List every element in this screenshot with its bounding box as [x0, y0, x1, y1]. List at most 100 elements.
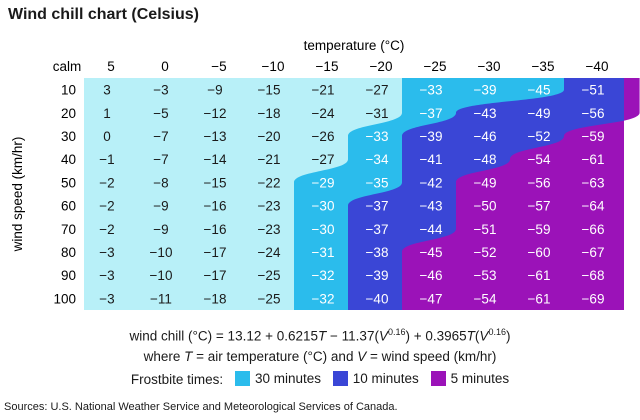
wind-chill-cell: −59: [582, 129, 605, 144]
wind-chill-cell: −68: [582, 268, 605, 283]
wind-chill-cell: −3: [99, 268, 114, 283]
legend-swatch: [234, 371, 250, 387]
wind-chill-cell: −21: [258, 152, 281, 167]
wind-chill-cell: −31: [366, 106, 389, 121]
wind-chill-cell: −26: [312, 129, 335, 144]
wind-chill-cell: −38: [366, 245, 389, 260]
wind-chill-cell: −9: [153, 199, 168, 214]
wind-chill-cell: −33: [420, 83, 443, 98]
temperature-header: 0: [161, 59, 169, 74]
wind-speed-label: 100: [53, 291, 76, 306]
wind-chill-cell: −11: [150, 291, 172, 306]
corner-label-calm: calm: [53, 59, 82, 74]
wind-chill-cell: −46: [420, 268, 443, 283]
wind-chill-cell: −54: [474, 291, 497, 306]
wind-chill-cell: −32: [312, 291, 335, 306]
wind-chill-cell: −13: [204, 129, 227, 144]
wind-chill-cell: −51: [474, 222, 497, 237]
wind-chill-cell: −50: [474, 199, 497, 214]
wind-chill-cell: −41: [420, 152, 443, 167]
wind-chill-cell: −20: [258, 129, 281, 144]
wind-chill-cell: −24: [258, 245, 281, 260]
formula-line-2: where T = air temperature (°C) and V = w…: [143, 349, 497, 364]
wind-chill-cell: −37: [366, 222, 389, 237]
wind-chill-cell: −30: [312, 199, 335, 214]
wind-chill-cell: −57: [528, 199, 551, 214]
wind-chill-cell: −61: [528, 268, 551, 283]
chart-title: Wind chill chart (Celsius): [8, 6, 199, 23]
legend: Frostbite times: 30 minutes 10 minutes 5…: [0, 371, 640, 387]
wind-chill-cell: −42: [420, 175, 443, 190]
wind-speed-label: 90: [61, 268, 76, 283]
wind-chill-cell: −43: [420, 199, 443, 214]
wind-chill-cell: −56: [582, 106, 605, 121]
temperature-header: −10: [262, 59, 285, 74]
wind-chill-cell: −18: [258, 106, 281, 121]
wind-chill-cell: −22: [258, 175, 281, 190]
wind-chill-cell: −34: [366, 152, 389, 167]
wind-speed-label: 60: [61, 199, 76, 214]
wind-chill-cell: 0: [103, 129, 111, 144]
wind-chill-cell: −33: [366, 129, 389, 144]
wind-chill-cell: −43: [474, 106, 497, 121]
wind-speed-label: 20: [61, 106, 76, 121]
wind-chill-cell: −30: [312, 222, 335, 237]
temperature-header: −5: [211, 59, 226, 74]
wind-chill-cell: −15: [204, 175, 227, 190]
wind-chill-cell: −48: [474, 152, 497, 167]
wind-chill-cell: −25: [258, 268, 281, 283]
wind-chill-cell: −3: [99, 291, 114, 306]
wind-chill-cell: −14: [204, 152, 227, 167]
wind-chill-cell: −7: [153, 152, 168, 167]
wind-chill-cell: −32: [312, 268, 335, 283]
wind-chill-cell: 1: [103, 106, 111, 121]
wind-chill-cell: −12: [204, 106, 227, 121]
temperature-header: −25: [424, 59, 447, 74]
legend-item-10-minutes: 10 minutes: [332, 371, 419, 387]
wind-chill-cell: −18: [204, 291, 227, 306]
temperature-header: −40: [586, 59, 609, 74]
wind-speed-label: 30: [61, 129, 76, 144]
formula-line-1: wind chill (°C) = 13.12 + 0.6215T − 11.3…: [129, 327, 511, 344]
wind-chill-cell: −16: [204, 222, 227, 237]
wind-speed-label: 10: [61, 83, 76, 98]
wind-chill-cell: −17: [204, 245, 227, 260]
wind-chill-cell: −54: [528, 152, 551, 167]
wind-chill-cell: −60: [528, 245, 551, 260]
wind-chill-cell: −61: [528, 291, 551, 306]
wind-chill-cell: −53: [474, 268, 497, 283]
wind-chill-cell: −17: [204, 268, 227, 283]
wind-chill-cell: −47: [420, 291, 443, 306]
wind-chill-cell: −9: [153, 222, 168, 237]
wind-speed-label: 80: [61, 245, 76, 260]
wind-chill-cell: −46: [474, 129, 497, 144]
wind-chill-cell: −10: [150, 268, 173, 283]
wind-chill-cell: −39: [474, 83, 497, 98]
wind-chill-cell: −64: [582, 199, 605, 214]
wind-chill-cell: −16: [204, 199, 227, 214]
legend-swatch: [332, 371, 348, 387]
wind-chill-cell: −25: [258, 291, 281, 306]
wind-chill-cell: −63: [582, 175, 605, 190]
wind-chill-cell: −40: [366, 291, 389, 306]
wind-chill-cell: −27: [366, 83, 389, 98]
wind-chill-cell: −49: [474, 175, 497, 190]
wind-chill-cell: −51: [582, 83, 605, 98]
wind-chill-cell: −29: [312, 175, 335, 190]
temperature-header: −30: [478, 59, 501, 74]
wind-chill-cell: −21: [312, 83, 335, 98]
wind-chill-cell: −67: [582, 245, 605, 260]
wind-chill-cell: −27: [312, 152, 335, 167]
wind-chill-cell: −39: [420, 129, 443, 144]
source-note: Sources: U.S. National Weather Service a…: [4, 401, 398, 413]
wind-chill-cell: −66: [582, 222, 605, 237]
wind-chill-cell: −52: [474, 245, 497, 260]
wind-chill-cell: −45: [528, 83, 551, 98]
wind-chill-cell: −37: [420, 106, 443, 121]
wind-chill-cell: −10: [150, 245, 173, 260]
wind-chill-cell: −24: [312, 106, 335, 121]
wind-chill-cell: −23: [258, 222, 281, 237]
temperature-header: −35: [532, 59, 555, 74]
wind-chill-cell: −49: [528, 106, 551, 121]
wind-chill-cell: −44: [420, 222, 443, 237]
